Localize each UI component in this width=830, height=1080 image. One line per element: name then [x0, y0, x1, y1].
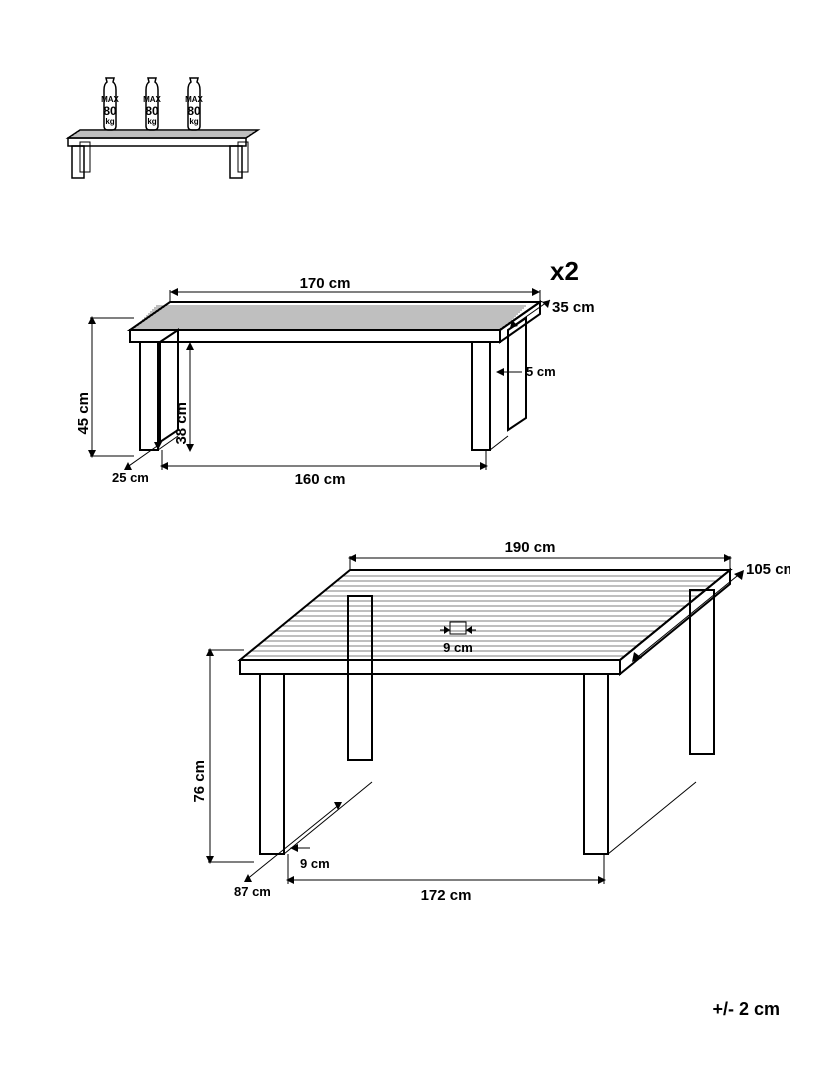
dim-table-top-length: 190 cm	[348, 539, 732, 570]
weight-tag-2: MAX 80 kg	[143, 78, 161, 130]
svg-text:172 cm: 172 cm	[421, 887, 472, 904]
svg-text:kg: kg	[189, 117, 198, 126]
svg-text:170 cm: 170 cm	[300, 275, 351, 292]
bench-dimension-diagram: x2 170 cm 3	[50, 260, 610, 520]
dim-table-inner-length: 172 cm	[286, 854, 606, 904]
table-slats	[246, 576, 722, 656]
svg-text:kg: kg	[147, 117, 156, 126]
bench-quantity: x2	[550, 260, 579, 286]
dim-bench-leg-inset: 5 cm	[496, 364, 556, 379]
svg-text:105 cm: 105 cm	[746, 561, 790, 578]
svg-text:5 cm: 5 cm	[526, 364, 556, 379]
svg-text:190 cm: 190 cm	[505, 539, 556, 556]
svg-text:9 cm: 9 cm	[443, 640, 473, 655]
svg-text:87 cm: 87 cm	[234, 884, 271, 899]
dim-table-height: 76 cm	[191, 648, 254, 864]
svg-text:MAX: MAX	[143, 95, 161, 104]
svg-text:MAX: MAX	[101, 95, 119, 104]
dim-table-leg-bottom: 9 cm	[290, 844, 330, 871]
dim-bench-top-length: 170 cm	[170, 275, 540, 302]
svg-text:45 cm: 45 cm	[75, 392, 92, 435]
dim-bench-inner-length: 160 cm	[160, 450, 488, 488]
svg-text:160 cm: 160 cm	[295, 471, 346, 488]
svg-text:MAX: MAX	[185, 95, 203, 104]
dim-bench-base-depth: 25 cm	[112, 442, 162, 485]
svg-text:80: 80	[187, 104, 201, 118]
svg-text:38 cm: 38 cm	[173, 402, 190, 445]
svg-text:80: 80	[103, 104, 117, 118]
dim-table-leg-top: 9 cm	[440, 626, 476, 655]
dim-bench-height: 45 cm	[75, 316, 134, 458]
dim-bench-clearance: 38 cm	[173, 342, 194, 452]
svg-text:76 cm: 76 cm	[191, 760, 208, 803]
svg-text:35 cm: 35 cm	[552, 299, 595, 316]
table-dimension-diagram: 190 cm 105 cm 9 cm 76 cm 87 cm 9 cm	[150, 530, 790, 950]
bench-slats	[134, 306, 526, 328]
svg-text:80: 80	[145, 104, 159, 118]
tolerance-label: +/- 2 cm	[712, 999, 780, 1020]
svg-text:kg: kg	[105, 117, 114, 126]
svg-text:25 cm: 25 cm	[112, 470, 149, 485]
weight-tag-3: MAX 80 kg	[185, 78, 203, 130]
weight-capacity-diagram: MAX 80 kg MAX 80 kg MAX 80 kg	[50, 60, 280, 200]
weight-tag-1: MAX 80 kg	[101, 78, 119, 130]
svg-text:9 cm: 9 cm	[300, 856, 330, 871]
